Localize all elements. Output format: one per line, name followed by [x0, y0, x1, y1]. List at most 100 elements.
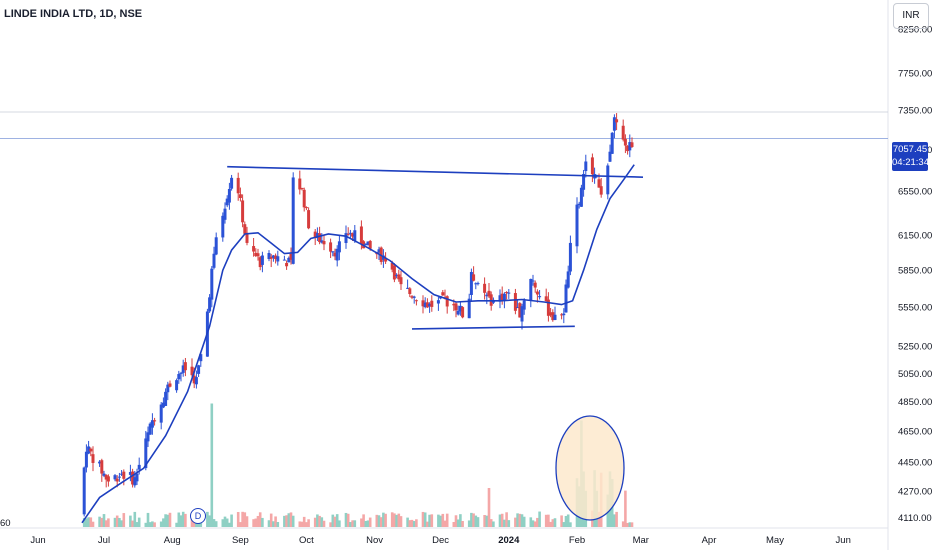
candle-body — [337, 241, 341, 253]
candle-body — [82, 467, 86, 515]
volume-highlight-ellipse — [555, 415, 625, 521]
y-axis: 8250.007750.007350.006950.006550.006150.… — [898, 25, 932, 525]
volume-bar — [241, 511, 244, 527]
volume-bar — [287, 513, 291, 527]
x-tick-label: Aug — [164, 535, 181, 546]
x-tick-label: Feb — [569, 535, 585, 546]
volume-bar — [426, 521, 429, 527]
candle-body — [137, 464, 141, 470]
volume-bar — [503, 519, 506, 527]
candle-body — [584, 161, 588, 172]
candle-body — [606, 165, 610, 195]
candle-body — [320, 240, 324, 243]
candle-body — [168, 383, 172, 387]
candle-body — [274, 255, 278, 260]
volume-bar — [261, 517, 264, 527]
volume-bar — [159, 521, 163, 527]
volume-bar — [507, 520, 511, 527]
candle-body — [181, 365, 185, 373]
candle-body — [164, 391, 168, 406]
volume-bar — [390, 512, 394, 527]
grid-layer — [0, 0, 889, 550]
candle-body — [353, 230, 357, 241]
candle-body — [577, 203, 581, 205]
candle-body — [608, 151, 612, 162]
volume-bar — [133, 511, 137, 527]
candle-body — [421, 300, 425, 307]
volume-bar — [146, 512, 150, 527]
volume-bar — [445, 513, 449, 527]
candle-body — [192, 375, 196, 384]
volume-bar — [382, 512, 385, 527]
volume-bar — [137, 517, 141, 527]
candle-body — [568, 242, 572, 272]
candle-body — [456, 310, 460, 315]
candle-body — [359, 226, 363, 245]
y-tick-label: 5250.00 — [898, 342, 932, 353]
dividend-marker[interactable]: D — [190, 508, 206, 524]
volume-bar — [379, 517, 383, 527]
volume-bar — [230, 514, 233, 527]
volume-bar — [408, 520, 412, 527]
candle-body — [630, 142, 634, 148]
candle-body — [260, 255, 264, 265]
y-tick-label: 5850.00 — [898, 266, 932, 277]
y-tick-label: 6150.00 — [898, 231, 932, 242]
x-axis: Jun Jul Aug Sep Oct Nov Dec 2024 Feb Mar Apr May Jun… — [0, 518, 851, 546]
candle-body — [175, 380, 179, 391]
x-tick-label: Apr — [702, 535, 717, 546]
candle-body — [313, 231, 317, 239]
volume-bar — [531, 520, 535, 527]
chart-title: LINDE INDIA LTD, 1D, NSE — [4, 8, 143, 20]
candle-body — [368, 240, 372, 249]
candle-body — [128, 471, 132, 475]
volume-bar — [162, 518, 165, 527]
x-tick-label: Jun — [30, 535, 45, 546]
candle-body — [161, 402, 165, 408]
candle-body — [564, 284, 568, 313]
candle-body — [159, 404, 163, 423]
volume-bar — [368, 517, 372, 527]
volume-bar — [85, 518, 88, 527]
candle-body — [626, 145, 630, 152]
candle-body — [221, 215, 225, 238]
candle-body — [102, 473, 106, 476]
volume-bar — [443, 520, 447, 527]
volume-bar — [553, 518, 557, 527]
volume-bar — [199, 521, 203, 527]
currency-selector[interactable]: INR — [893, 3, 929, 29]
candle-body — [133, 477, 137, 486]
candle-body — [551, 312, 555, 321]
candle-body — [612, 117, 616, 131]
candle-body — [621, 125, 625, 140]
candle-body — [254, 252, 258, 257]
volume-bar — [461, 521, 464, 527]
candle-body — [223, 208, 227, 220]
candle-body — [436, 300, 440, 304]
volume-bar — [135, 522, 139, 527]
candle-body — [516, 307, 520, 309]
volume-bar — [267, 520, 271, 527]
candle-body — [399, 277, 403, 285]
volume-bar — [485, 515, 489, 527]
candle-body — [575, 204, 579, 247]
volume-bar — [375, 514, 379, 527]
candle-body — [384, 257, 388, 262]
y-tick-label: 4450.00 — [898, 457, 932, 468]
volume-bar — [307, 519, 310, 527]
candle-body — [241, 200, 245, 223]
volume-bar — [470, 512, 473, 527]
volume-bar — [212, 519, 216, 527]
volume-bar — [228, 522, 231, 527]
candle-body — [212, 253, 216, 268]
volume-bar — [514, 517, 517, 527]
volume-bar — [338, 520, 341, 527]
volume-bar — [305, 522, 308, 527]
x-tick-label: Jun — [836, 535, 851, 546]
volume-bar — [439, 515, 442, 527]
candle-body — [461, 307, 465, 318]
candle-body — [483, 283, 487, 293]
volume-bar — [276, 522, 280, 527]
candle-body — [452, 303, 456, 306]
candle-body — [487, 290, 491, 297]
